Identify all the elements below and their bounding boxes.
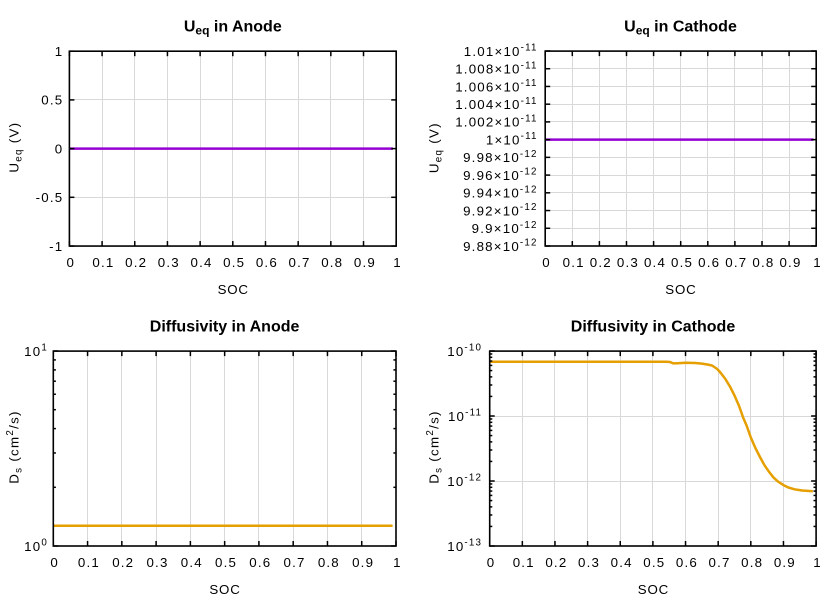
svg-text:1: 1 <box>813 555 822 570</box>
svg-text:Ueq in Cathode: Ueq in Cathode <box>624 19 737 38</box>
svg-text:0.9: 0.9 <box>774 555 796 570</box>
svg-text:0.3: 0.3 <box>617 255 639 270</box>
svg-text:0.1: 0.1 <box>78 555 100 570</box>
svg-text:0.7: 0.7 <box>709 555 731 570</box>
svg-text:0.6: 0.6 <box>249 555 271 570</box>
svg-text:0.8: 0.8 <box>321 255 343 270</box>
svg-text:0.6: 0.6 <box>676 555 698 570</box>
svg-text:1: 1 <box>393 255 402 270</box>
svg-text:1.002×10-11: 1.002×10-11 <box>455 114 537 130</box>
svg-text:Ds (cm2/s): Ds (cm2/s) <box>5 410 24 484</box>
svg-text:Ueq in Anode: Ueq in Anode <box>184 19 282 38</box>
svg-text:0.5: 0.5 <box>671 255 693 270</box>
svg-text:-0.5: -0.5 <box>36 190 64 205</box>
svg-text:0.3: 0.3 <box>158 255 180 270</box>
svg-text:1.006×10-11: 1.006×10-11 <box>455 78 537 94</box>
svg-text:9.98×10-12: 9.98×10-12 <box>463 149 538 165</box>
svg-text:1.004×10-11: 1.004×10-11 <box>455 96 537 112</box>
svg-text:9.92×10-12: 9.92×10-12 <box>463 202 538 218</box>
svg-text:Ds (cm2/s): Ds (cm2/s) <box>425 410 444 484</box>
svg-text:100: 100 <box>24 538 48 554</box>
svg-text:0.4: 0.4 <box>190 255 212 270</box>
svg-text:0.5: 0.5 <box>643 555 665 570</box>
svg-text:0.4: 0.4 <box>644 255 666 270</box>
svg-text:0.9: 0.9 <box>779 255 801 270</box>
svg-text:9.88×10-12: 9.88×10-12 <box>463 238 538 254</box>
svg-text:0.1: 0.1 <box>92 255 114 270</box>
svg-text:SOC: SOC <box>638 582 669 597</box>
svg-text:0.3: 0.3 <box>578 555 600 570</box>
svg-text:0.6: 0.6 <box>256 255 278 270</box>
svg-text:0.8: 0.8 <box>752 255 774 270</box>
svg-text:0: 0 <box>487 555 496 570</box>
svg-text:0.2: 0.2 <box>125 255 147 270</box>
svg-text:0.4: 0.4 <box>611 555 633 570</box>
svg-text:SOC: SOC <box>209 582 240 597</box>
svg-text:0.8: 0.8 <box>741 555 763 570</box>
svg-text:0.8: 0.8 <box>318 555 340 570</box>
svg-text:101: 101 <box>24 343 48 359</box>
svg-text:-1: -1 <box>49 239 63 254</box>
svg-text:0.1: 0.1 <box>513 555 535 570</box>
svg-text:0: 0 <box>542 255 551 270</box>
svg-text:0.1: 0.1 <box>563 255 585 270</box>
svg-text:1: 1 <box>55 44 64 59</box>
svg-text:0.5: 0.5 <box>41 93 63 108</box>
svg-text:0.2: 0.2 <box>112 555 134 570</box>
svg-text:9.94×10-12: 9.94×10-12 <box>463 184 538 200</box>
svg-text:0.2: 0.2 <box>590 255 612 270</box>
svg-text:1: 1 <box>813 255 822 270</box>
svg-text:0.5: 0.5 <box>223 255 245 270</box>
svg-text:0: 0 <box>55 141 64 156</box>
svg-text:0.9: 0.9 <box>354 255 376 270</box>
svg-text:0: 0 <box>50 555 59 570</box>
svg-text:Diffusivity in Anode: Diffusivity in Anode <box>150 319 300 336</box>
svg-text:0.9: 0.9 <box>352 555 374 570</box>
svg-text:0.7: 0.7 <box>284 555 306 570</box>
svg-text:SOC: SOC <box>665 282 696 297</box>
svg-text:9.96×10-12: 9.96×10-12 <box>463 167 538 183</box>
svg-text:0: 0 <box>66 255 75 270</box>
svg-text:0.5: 0.5 <box>215 555 237 570</box>
svg-text:SOC: SOC <box>218 282 249 297</box>
svg-text:0.6: 0.6 <box>698 255 720 270</box>
svg-text:1.008×10-11: 1.008×10-11 <box>455 60 537 76</box>
svg-text:1: 1 <box>393 555 402 570</box>
svg-text:0.7: 0.7 <box>725 255 747 270</box>
svg-text:0.7: 0.7 <box>289 255 311 270</box>
svg-text:0.4: 0.4 <box>181 555 203 570</box>
svg-text:0.2: 0.2 <box>545 555 567 570</box>
svg-text:0.3: 0.3 <box>146 555 168 570</box>
svg-text:Diffusivity in Cathode: Diffusivity in Cathode <box>571 319 736 336</box>
svg-text:1.01×10-11: 1.01×10-11 <box>464 43 538 59</box>
